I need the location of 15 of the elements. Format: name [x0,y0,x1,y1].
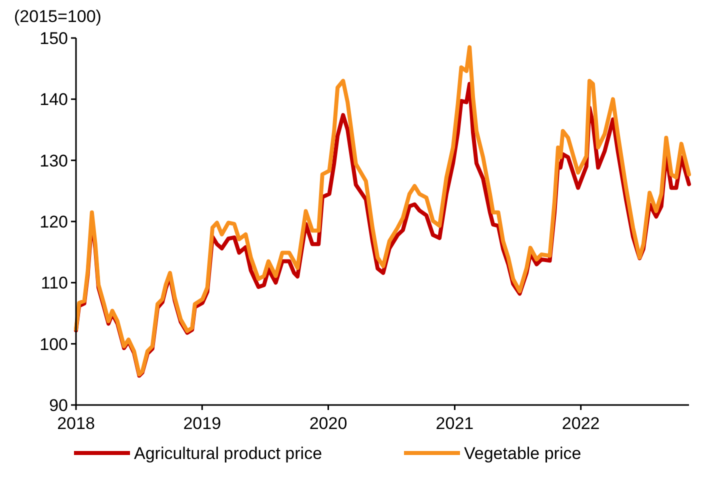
y-tick-label: 150 [40,28,68,48]
y-axis-title: (2015=100) [14,7,102,26]
y-tick-label: 110 [40,274,68,293]
y-tick-label: 140 [40,90,68,110]
legend-label: Vegetable price [464,444,582,463]
x-tick-label: 2018 [57,414,95,433]
x-tick-label: 2022 [562,414,600,433]
y-tick-label: 90 [49,396,68,415]
y-tick-label: 100 [40,334,68,354]
y-tick-label: 130 [40,151,68,170]
y-tick-label: 120 [40,212,68,232]
x-tick-label: 2019 [183,414,222,433]
x-tick-label: 2020 [309,414,348,433]
legend-label: Agricultural product price [134,444,322,463]
x-tick-label: 2021 [436,414,474,433]
